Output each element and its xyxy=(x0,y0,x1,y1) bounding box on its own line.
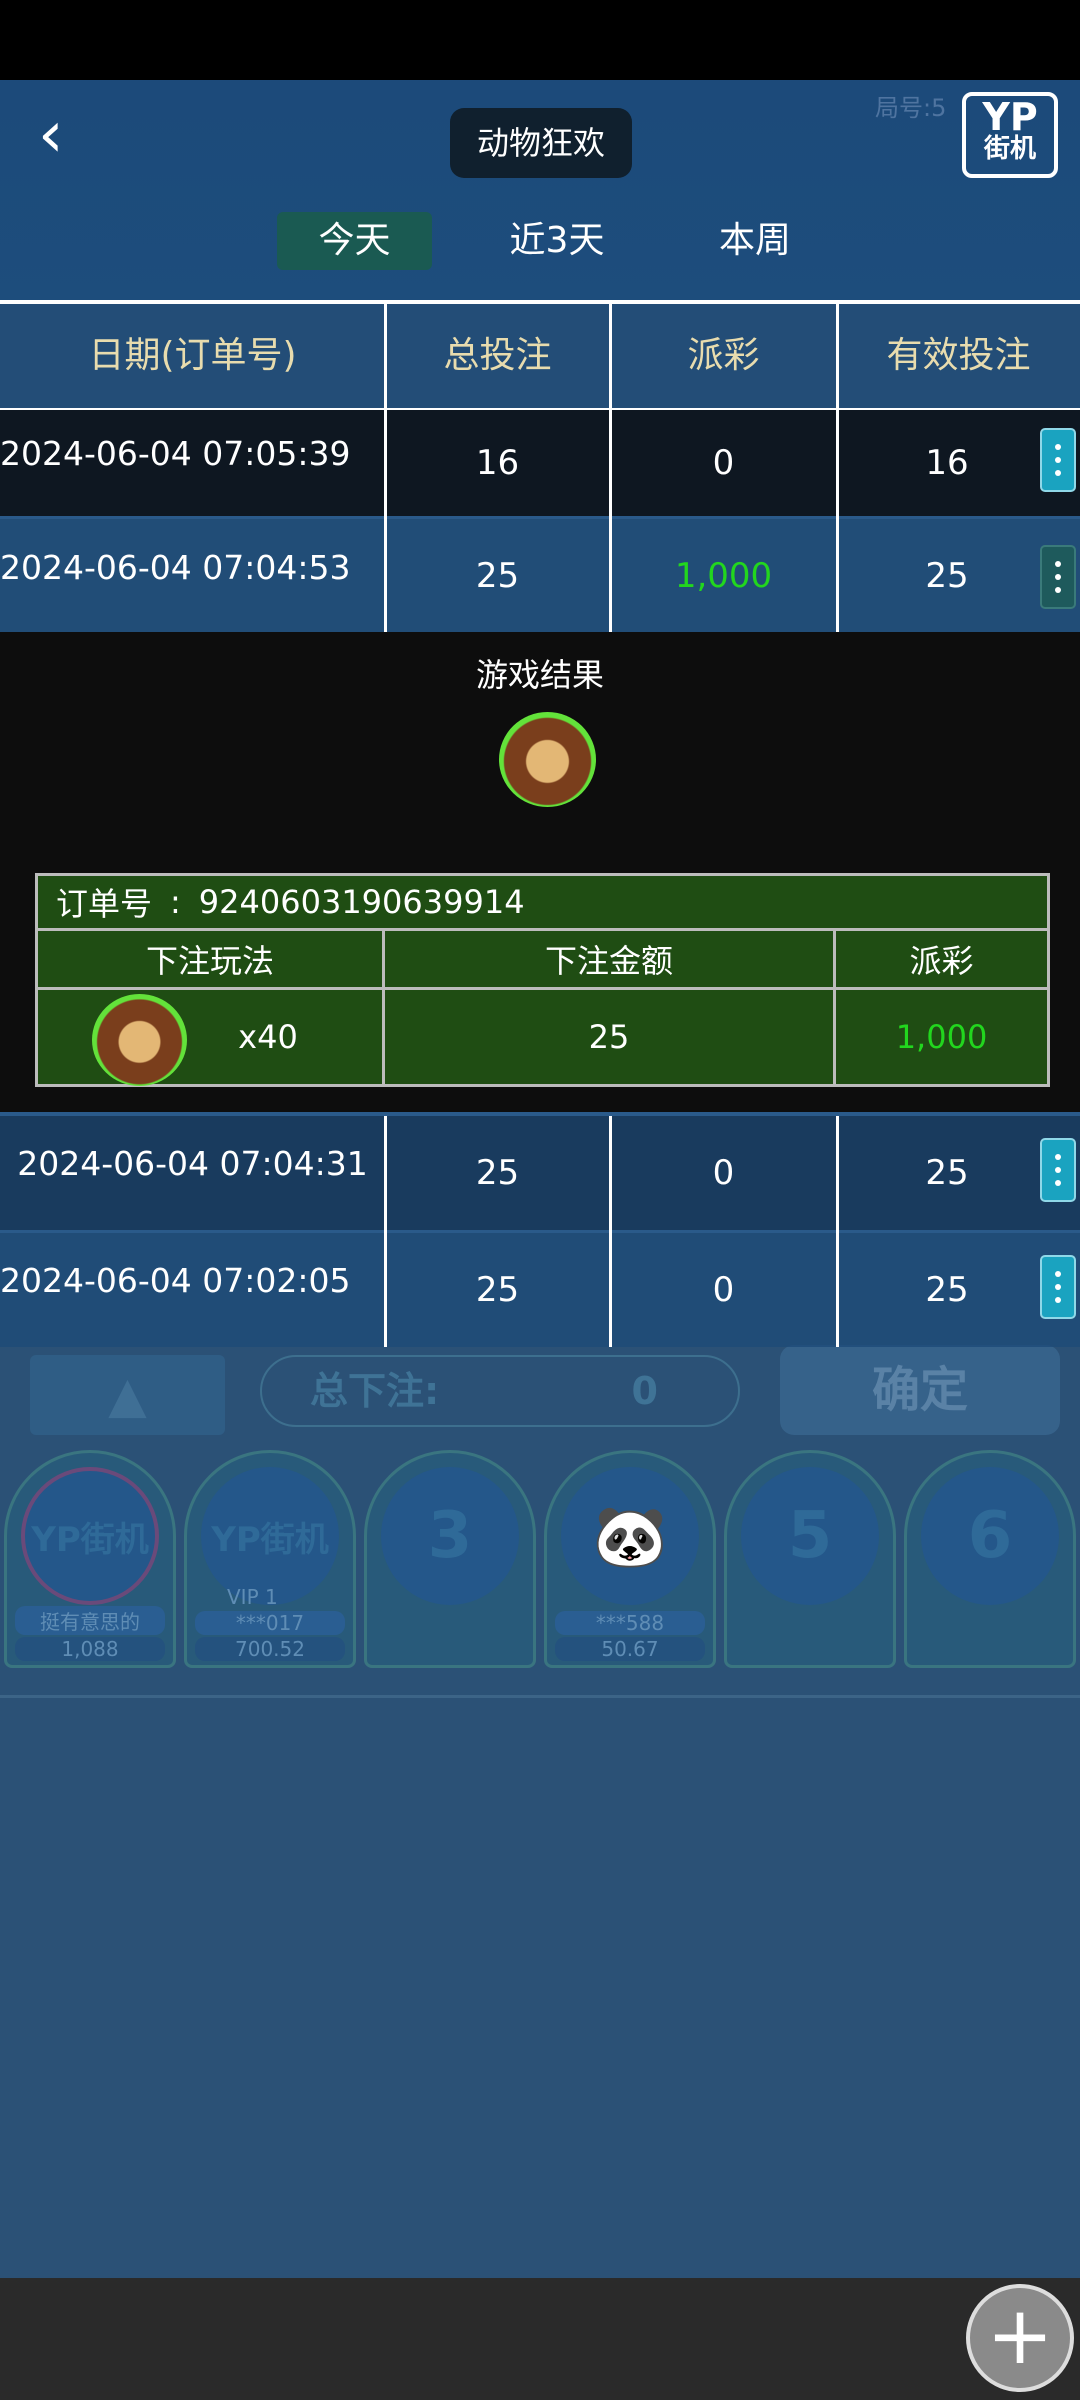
divider xyxy=(609,1116,612,1347)
divider xyxy=(0,1112,1080,1116)
seat-5: 5 xyxy=(724,1450,896,1668)
column-header-bet-amount: 下注金额 xyxy=(544,942,673,980)
divider xyxy=(0,300,1080,304)
divider xyxy=(836,302,839,632)
bet-detail-table: 订单号:9240603190639914 下注玩法 下注金额 派彩 x40 25… xyxy=(35,873,1050,1087)
row-total-bet: 25 xyxy=(475,1270,520,1310)
order-label: 订单号 xyxy=(56,885,153,923)
vip-badge: VIP 1 xyxy=(227,1585,278,1609)
row-valid-bet: 25 xyxy=(925,555,969,596)
row-date: 2024-06-04 07:04:31 xyxy=(17,1143,368,1183)
row-payout: 0 xyxy=(712,443,735,483)
add-button[interactable]: + xyxy=(966,2284,1074,2392)
round-number: 局号:5 xyxy=(875,94,947,122)
page-title: 动物狂欢 xyxy=(450,108,632,178)
bet-amount: 25 xyxy=(588,1018,630,1056)
seat-name: ***588 xyxy=(555,1611,705,1635)
row-valid-bet: 16 xyxy=(925,443,969,483)
row-date: 2024-06-04 07:04:53 xyxy=(0,548,351,587)
yp-logo: YP 街机 xyxy=(962,92,1058,178)
seat-4: 🐼 ***588 50.67 xyxy=(544,1450,716,1668)
row-total-bet: 25 xyxy=(475,555,520,596)
more-options-button[interactable] xyxy=(1040,1138,1076,1202)
more-options-button[interactable] xyxy=(1040,428,1076,492)
row-payout: 0 xyxy=(712,1270,735,1310)
lion-icon xyxy=(499,712,596,807)
seat-3: 3 xyxy=(364,1450,536,1668)
divider xyxy=(382,928,385,1084)
seat-number: 5 xyxy=(741,1467,879,1605)
order-separator: : xyxy=(170,883,181,921)
bottom-bar xyxy=(0,2278,1080,2400)
table-row[interactable]: 2024-06-04 07:04:31 25 0 25 xyxy=(0,1116,1080,1230)
seat-name: ***017 xyxy=(195,1611,345,1635)
seat-6: 6 xyxy=(904,1450,1076,1668)
divider xyxy=(836,1116,839,1347)
more-options-button[interactable] xyxy=(1040,545,1076,609)
column-header-payout: 派彩 xyxy=(909,942,974,980)
row-valid-bet: 25 xyxy=(925,1153,969,1193)
divider xyxy=(38,987,1047,990)
row-date: 2024-06-04 07:05:39 xyxy=(0,433,351,473)
seat-number: 3 xyxy=(381,1467,519,1605)
total-bet-label: 总下注: xyxy=(310,1369,440,1413)
row-valid-bet: 25 xyxy=(925,1270,969,1310)
table-row[interactable]: 2024-06-04 07:04:53 25 1,000 25 xyxy=(0,519,1080,632)
bet-payout: 1,000 xyxy=(895,1018,988,1056)
seat-1: YP街机 挺有意思的 1,088 xyxy=(4,1450,176,1668)
column-header-bet-type: 下注玩法 xyxy=(145,942,274,980)
row-date: 2024-06-04 07:02:05 xyxy=(0,1260,351,1300)
chevron-left-icon: ‹ xyxy=(38,98,64,172)
game-result-label: 游戏结果 xyxy=(475,656,604,694)
row-payout: 1,000 xyxy=(674,555,773,596)
divider xyxy=(0,1230,1080,1233)
back-button[interactable]: ‹ xyxy=(38,100,88,170)
column-header-valid-bet: 有效投注 xyxy=(886,335,1031,376)
seat-amount: 1,088 xyxy=(15,1637,165,1661)
logo-text-top: YP xyxy=(982,95,1038,139)
divider xyxy=(0,408,1080,411)
plus-icon: + xyxy=(986,2289,1054,2382)
divider xyxy=(0,516,1080,519)
order-number-row: 订单号:9240603190639914 xyxy=(56,876,525,928)
column-header-payout: 派彩 xyxy=(687,335,760,376)
divider xyxy=(38,928,1047,931)
divider xyxy=(833,928,836,1084)
seat-name: 挺有意思的 xyxy=(15,1606,165,1635)
table-header xyxy=(0,302,1080,410)
up-button: ▲ xyxy=(30,1355,225,1435)
total-bet-value: 0 xyxy=(631,1369,658,1413)
background-panel xyxy=(0,1695,1080,2278)
seat-amount: 50.67 xyxy=(555,1637,705,1661)
divider xyxy=(609,302,612,632)
row-total-bet: 25 xyxy=(475,1153,520,1193)
tab-last-3-days[interactable]: 近3天 xyxy=(509,220,605,261)
panda-icon: 🐼 xyxy=(561,1467,699,1605)
bet-multiplier: x40 xyxy=(238,1018,298,1056)
table-row[interactable]: 2024-06-04 07:02:05 25 0 25 xyxy=(0,1233,1080,1347)
seat-avatar: YP街机 xyxy=(21,1467,159,1605)
row-payout: 0 xyxy=(712,1153,735,1193)
total-bet-display: 总下注: 0 xyxy=(260,1355,740,1427)
seat-amount: 700.52 xyxy=(195,1637,345,1661)
column-header-date: 日期(订单号) xyxy=(88,335,297,376)
lion-icon xyxy=(92,994,187,1086)
table-row[interactable]: 2024-06-04 07:05:39 16 0 16 xyxy=(0,410,1080,516)
more-options-button[interactable] xyxy=(1040,1255,1076,1319)
column-header-total-bet: 总投注 xyxy=(443,335,552,376)
seat-2: YP街机 VIP 1 ***017 700.52 xyxy=(184,1450,356,1668)
row-total-bet: 16 xyxy=(475,443,520,483)
divider xyxy=(384,302,387,632)
seat-number: 6 xyxy=(921,1467,1059,1605)
divider xyxy=(384,1116,387,1347)
seat-avatar: YP街机 xyxy=(201,1467,339,1605)
tab-this-week[interactable]: 本周 xyxy=(718,220,791,261)
logo-text-bottom: 街机 xyxy=(983,134,1036,164)
tab-today[interactable]: 今天 xyxy=(277,212,432,270)
confirm-button: 确定 xyxy=(780,1345,1060,1435)
order-number: 9240603190639914 xyxy=(198,883,525,921)
status-bar xyxy=(0,0,1080,80)
